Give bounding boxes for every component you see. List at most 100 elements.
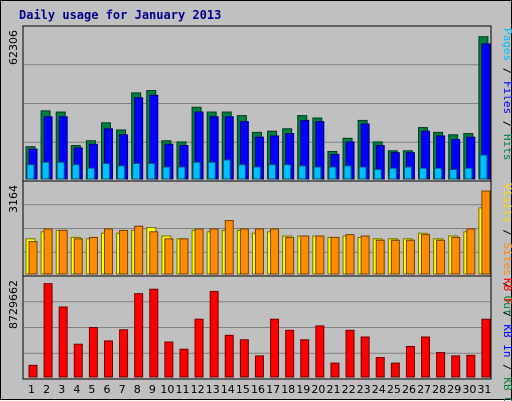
x-tick-label: 24 — [372, 383, 386, 396]
middle-sites-bar — [119, 229, 129, 275]
x-tick-label: 25 — [387, 383, 401, 396]
top-pages-bar — [268, 164, 277, 180]
bottom-kbytes-bar — [345, 329, 355, 378]
bottom-kbytes-bar — [390, 362, 400, 378]
middle-sites-bar — [330, 236, 340, 275]
bottom-kbytes-bar — [28, 364, 38, 378]
bottom-kbytes-bar — [209, 290, 219, 378]
x-tick-label: 30 — [462, 383, 476, 396]
middle-panel: 3164 Visits / Sites / Out — [7, 180, 512, 316]
bottom-kbytes-bar — [58, 306, 68, 378]
bottom-legend-part: / — [501, 305, 512, 325]
x-tick-label: 5 — [88, 383, 95, 396]
middle-sites-bar — [43, 228, 53, 275]
top-pages-bar — [343, 165, 352, 180]
bottom-kbytes-bar — [330, 362, 340, 378]
middle-sites-bar — [375, 239, 385, 275]
x-tick-label: 6 — [104, 383, 111, 396]
top-pages-bar — [328, 166, 337, 180]
top-pages-bar — [41, 161, 50, 180]
top-pages-bar — [403, 166, 412, 180]
bottom-kbytes-bar — [134, 293, 144, 378]
top-pages-bar — [56, 161, 65, 180]
x-tick-label: 31 — [477, 383, 491, 396]
middle-sites-bar — [285, 236, 295, 275]
x-tick-label: 4 — [73, 383, 80, 396]
middle-sites-bar — [239, 228, 249, 275]
top-pages-bar — [132, 162, 141, 180]
middle-sites-bar — [28, 241, 38, 275]
x-tick-label: 26 — [402, 383, 416, 396]
top-pages-bar — [192, 161, 201, 180]
bottom-kbytes-bar — [451, 355, 461, 378]
top-pages-bar — [298, 165, 307, 180]
top-ymax-label: 62306 — [7, 30, 20, 65]
middle-legend-label: Visits / Sites / Out — [501, 183, 512, 316]
middle-sites-bar — [73, 238, 83, 275]
bottom-panel: 8729662 KB F / KB In / KB Out — [7, 275, 512, 401]
bottom-kbytes-bar — [466, 354, 476, 378]
bottom-kbytes-bar — [315, 325, 325, 378]
middle-sites-bar — [209, 228, 219, 275]
x-tick-label: 3 — [58, 383, 65, 396]
top-pages-bar — [419, 167, 428, 180]
top-pages-bar — [101, 162, 110, 180]
x-tick-label: 7 — [119, 383, 126, 396]
bottom-legend-part: / — [501, 358, 512, 378]
middle-ymax-label: 3164 — [7, 185, 20, 213]
top-pages-bar — [283, 164, 292, 180]
bottom-kbytes-bar — [481, 318, 491, 378]
middle-sites-bar — [88, 236, 98, 275]
middle-sites-bar — [164, 238, 174, 275]
middle-legend-part: / — [501, 223, 512, 243]
top-legend-part: / — [501, 114, 512, 134]
middle-sites-bar — [58, 229, 68, 275]
middle-sites-bar — [149, 231, 159, 275]
bottom-kbytes-bar — [436, 352, 446, 378]
middle-sites-bar — [315, 235, 325, 275]
bottom-kbytes-bar — [254, 355, 264, 378]
bottom-kbytes-bar — [88, 327, 98, 378]
bottom-kbytes-bar — [103, 340, 113, 378]
middle-sites-bar — [194, 228, 204, 275]
middle-sites-bar — [270, 228, 280, 275]
top-pages-bar — [252, 166, 261, 180]
middle-sites-bar — [451, 236, 461, 275]
middle-sites-bar — [254, 228, 264, 275]
middle-legend-part: Out — [501, 296, 512, 316]
middle-sites-bar — [421, 234, 431, 275]
bottom-kbytes-bar — [375, 357, 385, 378]
middle-sites-bar — [345, 234, 355, 275]
bottom-legend-label: KB F / KB In / KB Out — [501, 278, 512, 401]
top-pages-bar — [117, 165, 126, 180]
bottom-kbytes-bar — [285, 329, 295, 378]
bottom-ymax-label: 8729662 — [7, 280, 20, 329]
top-legend-part: Hits — [501, 134, 512, 161]
bottom-kbytes-bar — [239, 339, 249, 378]
bottom-kbytes-bar — [421, 336, 431, 378]
top-pages-bar — [313, 166, 322, 180]
top-pages-bar — [26, 164, 35, 180]
middle-legend-part: Sites — [501, 243, 512, 276]
x-tick-label: 27 — [417, 383, 431, 396]
bottom-kbytes-bar — [360, 336, 370, 378]
x-tick-label: 1 — [28, 383, 35, 396]
top-legend-part: Pages — [501, 28, 512, 61]
bottom-kbytes-bar — [300, 339, 310, 378]
bottom-kbytes-bar — [119, 329, 129, 378]
x-tick-label: 8 — [134, 383, 141, 396]
middle-sites-bar — [300, 235, 310, 275]
bottom-kbytes-bar — [405, 345, 415, 378]
bottom-legend-part: KB F — [501, 278, 512, 305]
top-pages-bar — [86, 167, 95, 180]
middle-sites-bar — [224, 220, 234, 275]
top-pages-bar — [147, 162, 156, 180]
x-tick-label: 10 — [160, 383, 174, 396]
middle-sites-bar — [390, 239, 400, 275]
x-tick-label: 9 — [149, 383, 156, 396]
x-tick-label: 29 — [447, 383, 461, 396]
bottom-kbytes-bar — [179, 348, 189, 378]
x-tick-label: 13 — [206, 383, 220, 396]
top-panel: 62306 Pages / Files / Hits — [7, 25, 512, 182]
